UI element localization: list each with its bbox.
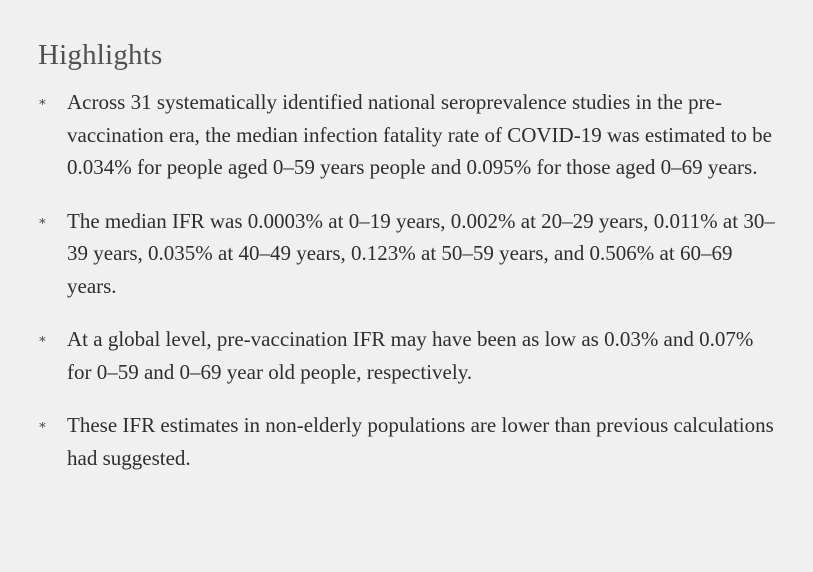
highlight-item: ∗ Across 31 systematically identified na… [38,86,783,184]
section-title: Highlights [38,39,163,71]
highlight-text: The median IFR was 0.0003% at 0–19 years… [67,208,775,298]
bullet-icon: ∗ [38,417,47,432]
bullet-icon: ∗ [38,331,47,346]
bullet-icon: ∗ [38,212,47,228]
highlight-item: ∗ These IFR estimates in non-elderly pop… [38,409,783,474]
highlights-list: ∗ Across 31 systematically identified na… [38,86,783,474]
highlight-item: ∗ The median IFR was 0.0003% at 0–19 yea… [38,205,783,303]
bullet-icon: ∗ [38,94,47,109]
highlight-text: At a global level, pre-vaccination IFR m… [67,327,754,384]
highlight-text: Across 31 systematically identified nati… [67,90,772,179]
highlight-text: These IFR estimates in non-elderly popul… [67,413,774,470]
highlight-item: ∗ At a global level, pre-vaccination IFR… [38,323,783,388]
